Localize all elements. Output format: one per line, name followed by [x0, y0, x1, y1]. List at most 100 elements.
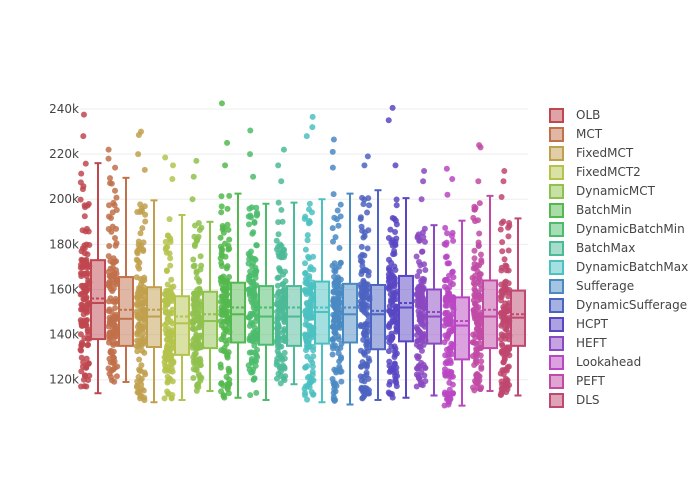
data-point [302, 334, 309, 341]
legend-item-dynamicmct[interactable]: DynamicMCT [549, 184, 656, 199]
data-point [385, 117, 392, 124]
data-point [83, 383, 90, 390]
data-point [136, 338, 143, 345]
legend-item-fixedmct2[interactable]: FixedMCT2 [549, 165, 641, 180]
data-point [105, 146, 112, 153]
data-point [498, 220, 505, 227]
data-point [442, 224, 449, 231]
data-point [302, 260, 309, 267]
data-point [139, 287, 146, 294]
data-point [275, 231, 282, 238]
data-point [275, 199, 282, 206]
data-point [133, 343, 140, 350]
data-point [450, 237, 457, 244]
data-point [421, 372, 428, 379]
data-point [391, 241, 398, 248]
legend-item-batchmax[interactable]: BatchMax [549, 241, 635, 256]
data-point [420, 361, 427, 368]
legend-item-lookahead[interactable]: Lookahead [549, 355, 641, 370]
data-point [113, 298, 120, 305]
data-point [247, 313, 254, 320]
data-point [365, 390, 372, 397]
data-point [84, 251, 91, 258]
data-point [418, 196, 425, 203]
data-point [274, 320, 281, 327]
data-point [306, 373, 313, 380]
data-point [192, 222, 199, 229]
legend-label: BatchMax [576, 241, 635, 255]
data-point [281, 377, 288, 384]
data-point [166, 234, 173, 241]
data-point [309, 124, 316, 131]
data-point [358, 377, 365, 384]
data-point [280, 146, 287, 153]
data-point [77, 383, 84, 390]
data-point [416, 259, 423, 266]
data-point [138, 385, 145, 392]
legend-item-hcpt[interactable]: HCPT [549, 317, 609, 332]
legend-swatch [549, 108, 564, 123]
box-sufferage [329, 136, 358, 406]
data-point [193, 268, 200, 275]
data-point [218, 275, 225, 282]
data-point [77, 331, 84, 338]
data-point [222, 253, 229, 260]
data-point [442, 310, 449, 317]
iqr-box [90, 259, 106, 341]
legend-item-olb[interactable]: OLB [549, 108, 600, 123]
legend-item-peft[interactable]: PEFT [549, 374, 606, 389]
legend-item-fixedmct[interactable]: FixedMCT [549, 146, 634, 161]
data-point [365, 285, 372, 292]
data-point [448, 233, 455, 240]
data-point [393, 202, 400, 209]
data-point [134, 311, 141, 318]
data-point [81, 213, 88, 220]
data-point [357, 303, 364, 310]
data-point [81, 245, 88, 252]
data-point [106, 175, 113, 182]
data-point [499, 239, 506, 246]
legend[interactable]: OLB MCT FixedMCT FixedMCT2 DynamicMCT BatchMi… [549, 108, 688, 408]
data-point [142, 218, 149, 225]
data-point [504, 321, 511, 328]
legend-item-dynamicbatchmin[interactable]: DynamicBatchMin [549, 222, 685, 237]
data-point [111, 378, 118, 385]
data-point [78, 354, 85, 361]
data-point [169, 378, 176, 385]
y-tick-label: 140k [49, 328, 79, 342]
legend-swatch [549, 355, 564, 370]
data-point [422, 266, 429, 273]
legend-item-dynamicsufferage[interactable]: DynamicSufferage [549, 298, 687, 313]
legend-item-heft[interactable]: HEFT [549, 336, 607, 351]
data-point [441, 277, 448, 284]
data-point [446, 294, 453, 301]
data-point [275, 162, 282, 169]
data-point [279, 218, 286, 225]
data-point [84, 261, 91, 268]
legend-item-dls[interactable]: DLS [549, 393, 600, 408]
data-point [443, 165, 450, 172]
data-point [358, 363, 365, 370]
data-point [190, 325, 197, 332]
data-point [444, 191, 451, 198]
legend-item-sufferage[interactable]: Sufferage [549, 279, 634, 294]
data-point [245, 286, 252, 293]
data-point [386, 381, 393, 388]
data-point [385, 348, 392, 355]
data-point [246, 349, 253, 356]
legend-item-batchmin[interactable]: BatchMin [549, 203, 632, 218]
data-point [79, 363, 86, 370]
legend-item-dynamicbatchmax[interactable]: DynamicBatchMax [549, 260, 688, 275]
data-point [446, 394, 453, 401]
data-point [282, 268, 289, 275]
legend-item-mct[interactable]: MCT [549, 127, 603, 142]
legend-label: DynamicBatchMax [576, 260, 688, 274]
data-point [139, 225, 146, 232]
data-point [477, 281, 484, 288]
data-point [251, 218, 258, 225]
box-lookahead [441, 165, 470, 409]
data-point [198, 224, 205, 231]
data-point [190, 256, 197, 263]
box-olb [77, 111, 106, 395]
iqr-box [342, 282, 358, 344]
